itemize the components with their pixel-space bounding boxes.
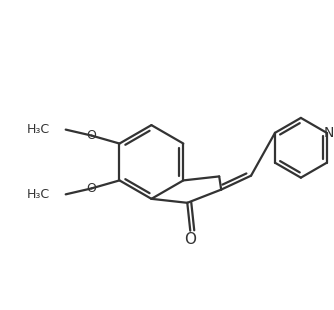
Text: H₃C: H₃C [27, 188, 50, 201]
Text: O: O [87, 182, 97, 195]
Text: H₃C: H₃C [27, 123, 50, 136]
Text: O: O [184, 232, 196, 247]
Text: O: O [87, 129, 97, 142]
Text: N: N [324, 126, 334, 140]
